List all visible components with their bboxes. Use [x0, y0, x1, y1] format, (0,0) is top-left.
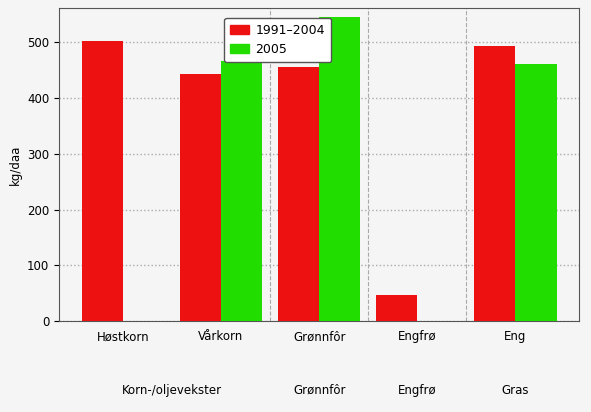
Text: Korn-/oljevekster: Korn-/oljevekster: [122, 384, 222, 397]
Bar: [221, 61, 262, 321]
Text: Engfrø: Engfrø: [398, 384, 437, 397]
Legend: 1991–2004, 2005: 1991–2004, 2005: [224, 18, 331, 62]
Y-axis label: kg/daa: kg/daa: [9, 145, 22, 185]
Text: Gras: Gras: [502, 384, 529, 397]
Bar: [376, 295, 417, 321]
Bar: [515, 64, 557, 321]
Bar: [319, 16, 361, 321]
Text: Grønnfôr: Grønnfôr: [293, 384, 345, 397]
Bar: [82, 41, 123, 321]
Bar: [180, 74, 221, 321]
Bar: [474, 46, 515, 321]
Bar: [278, 67, 319, 321]
